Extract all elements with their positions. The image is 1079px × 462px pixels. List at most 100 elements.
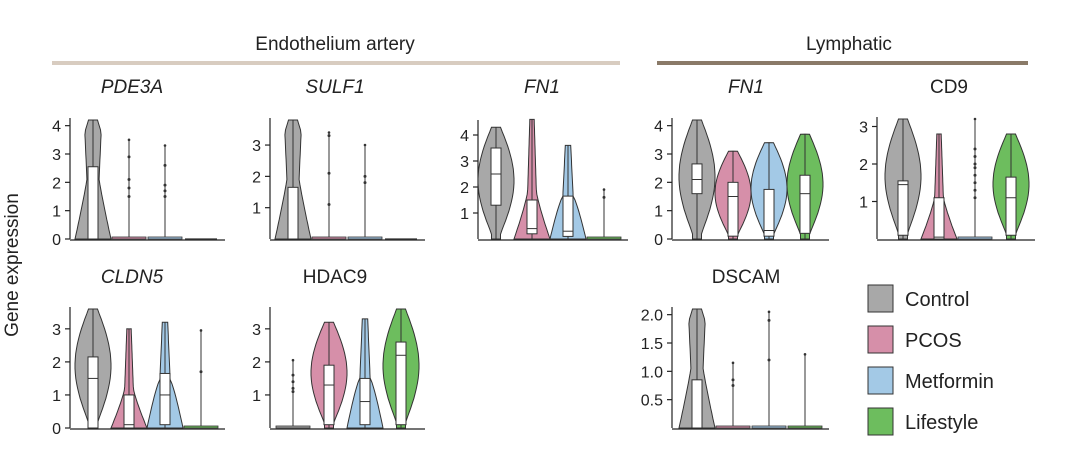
panel-title: SULF1	[305, 77, 364, 98]
group-label-endothelium: Endothelium artery	[255, 34, 415, 55]
violin-base	[586, 236, 622, 240]
y-tick-label: 3	[52, 322, 61, 339]
y-tick-label: 3	[859, 120, 868, 137]
outlier-point	[291, 390, 295, 394]
y-tick-label: 4	[654, 119, 663, 136]
outlier-point	[163, 144, 167, 147]
box	[323, 364, 335, 426]
panel-title: PDE3A	[101, 77, 163, 98]
outlier-point	[327, 134, 331, 138]
outlier-point	[199, 370, 203, 374]
outlier-point	[363, 181, 367, 185]
box	[727, 181, 739, 237]
legend: Control PCOS Metformin Lifestyle	[867, 284, 994, 436]
box	[691, 379, 703, 429]
outlier-point	[163, 163, 167, 167]
y-tick-label: 2	[52, 175, 61, 192]
outlier-point	[127, 186, 131, 190]
violin-panel: FN1 1 2 3 4	[460, 77, 628, 241]
legend-label-pcos: PCOS	[905, 330, 962, 352]
box	[897, 180, 909, 236]
legend-swatch-pcos	[867, 325, 894, 354]
outlier-point	[127, 195, 131, 198]
outlier-point	[731, 361, 735, 365]
outlier-point	[973, 155, 977, 158]
violin-base	[787, 425, 823, 429]
violin-base	[311, 236, 347, 240]
box	[799, 174, 811, 234]
y-tick-label: 1	[52, 204, 61, 221]
panel-title: HDAC9	[303, 267, 367, 288]
legend-swatch-control	[867, 284, 894, 313]
box	[123, 394, 135, 429]
outlier-point	[327, 171, 331, 175]
violin-base	[183, 425, 219, 429]
box	[87, 166, 99, 240]
box	[526, 199, 538, 235]
y-axis-label: Gene expression	[2, 193, 23, 337]
outlier-point	[127, 178, 131, 181]
legend-swatch-lifestyle	[867, 407, 894, 436]
box	[933, 197, 945, 240]
y-tick-label: 2	[252, 355, 261, 372]
outlier-point	[163, 189, 167, 193]
y-tick-label: 1	[52, 388, 61, 405]
legend-label-metformin: Metformin	[905, 371, 994, 393]
violin-panel: FN1 0 1 2 3 4	[654, 77, 829, 249]
box	[763, 188, 775, 237]
outlier-point	[291, 373, 295, 377]
y-tick-label: 3	[252, 138, 261, 155]
outlier-point	[973, 188, 977, 192]
y-tick-label: 1	[654, 204, 663, 221]
outlier-point	[127, 138, 131, 142]
y-tick-label: 1	[252, 201, 261, 218]
outlier-point	[327, 203, 331, 207]
y-tick-label: 1.0	[641, 364, 663, 381]
box	[395, 341, 407, 426]
panel-title: CLDN5	[101, 267, 164, 288]
y-tick-label: 2	[460, 180, 469, 197]
outlier-point	[973, 181, 977, 185]
violin-base	[275, 425, 311, 429]
outlier-point	[767, 358, 771, 362]
legend-swatch-metformin	[867, 366, 894, 395]
y-tick-label: 2	[859, 157, 868, 174]
outlier-point	[363, 143, 367, 147]
y-tick-label: 1	[252, 388, 261, 405]
box	[490, 147, 502, 206]
panel-title: CD9	[930, 77, 968, 98]
box	[1005, 176, 1017, 236]
outlier-point	[127, 155, 131, 159]
box	[287, 186, 299, 240]
outlier-point	[363, 174, 367, 178]
y-tick-label: 1	[859, 195, 868, 212]
outlier-point	[731, 378, 735, 382]
box	[562, 195, 574, 237]
y-tick-label: 4	[460, 128, 469, 145]
panel-title: FN1	[524, 77, 560, 98]
violin-panel: PDE3A 0 1 2 3 4	[52, 77, 225, 249]
outlier-point	[163, 183, 167, 187]
outlier-point	[327, 131, 331, 134]
y-tick-label: 1	[460, 206, 469, 223]
violin-panel: CD9 1 2 3	[859, 77, 1035, 241]
outlier-point	[973, 196, 977, 200]
violin-panel: HDAC9 1 2 3	[252, 267, 425, 430]
violin-base	[147, 236, 183, 240]
violin-base	[751, 425, 787, 429]
outlier-point	[163, 195, 167, 198]
box	[691, 163, 703, 195]
legend-label-control: Control	[905, 289, 969, 311]
y-tick-label: 2.0	[641, 308, 663, 325]
outlier-point	[973, 166, 977, 170]
outlier-point	[973, 117, 977, 121]
violin-base	[111, 236, 147, 240]
legend-label-lifestyle: Lifestyle	[905, 412, 978, 434]
box	[159, 372, 171, 426]
y-tick-label: 4	[52, 119, 61, 136]
y-tick-label: 3	[252, 322, 261, 339]
violin-panel: DSCAM 0.5 1.0 1.5 2.0	[641, 267, 829, 430]
y-tick-label: 2	[52, 355, 61, 372]
violin-panel: SULF1 1 2 3	[252, 77, 425, 241]
